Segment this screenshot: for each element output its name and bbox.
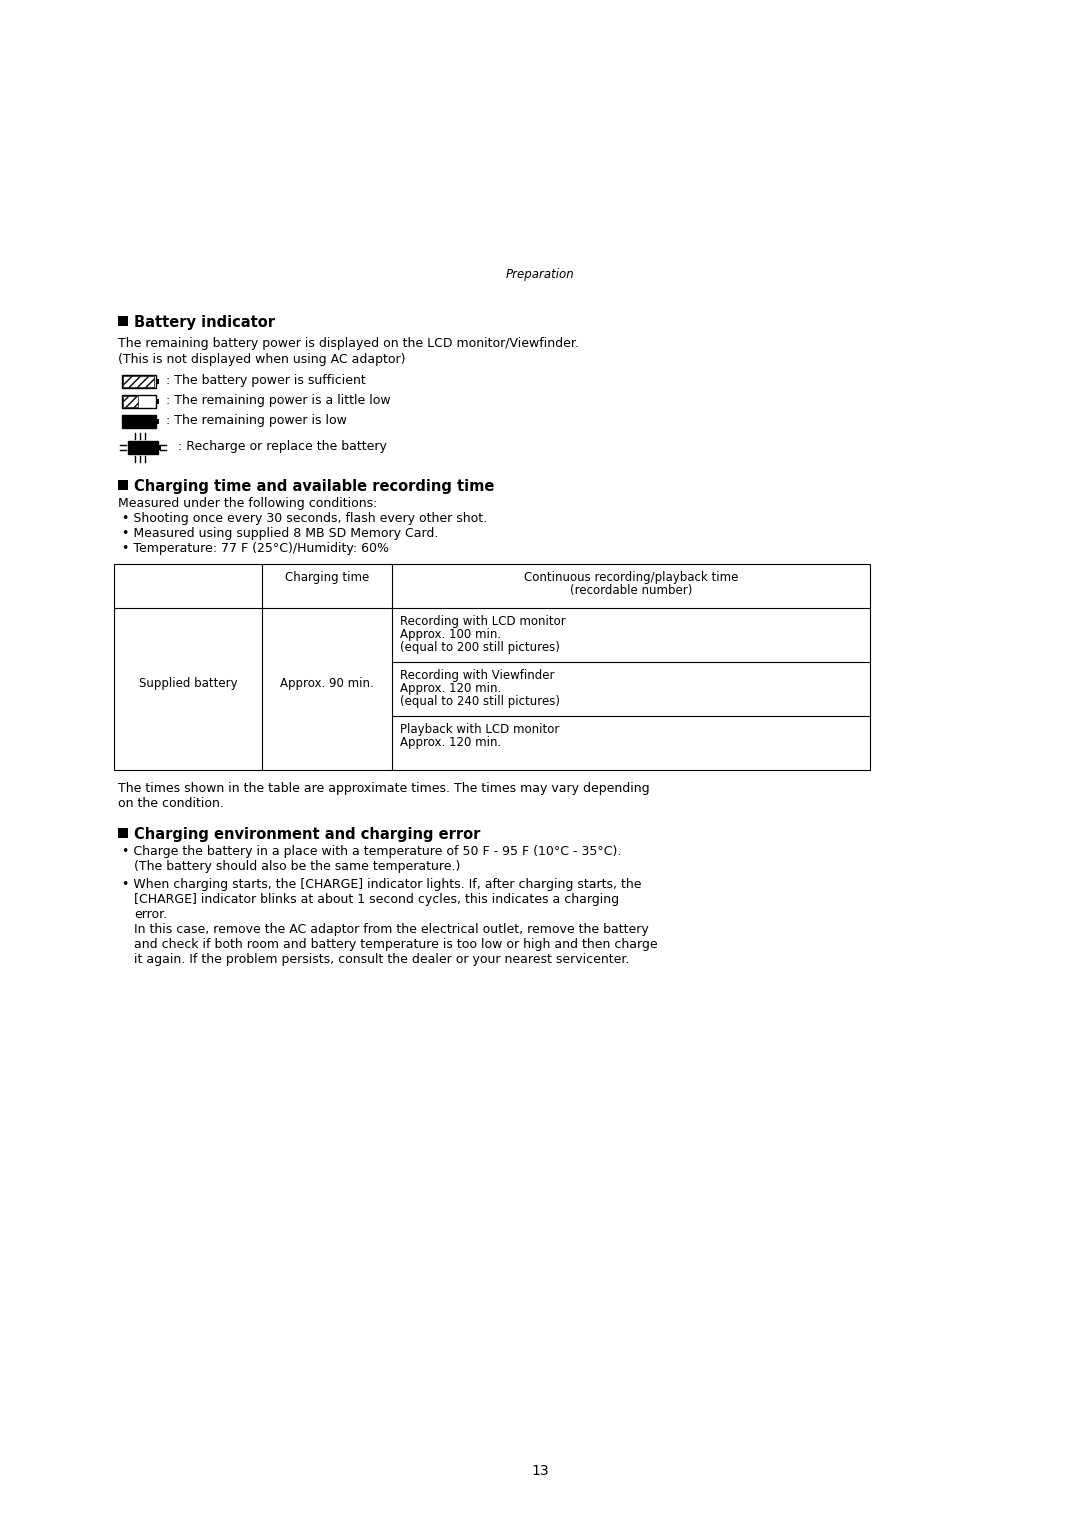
Text: Approx. 120 min.: Approx. 120 min. bbox=[400, 682, 501, 694]
Text: (This is not displayed when using AC adaptor): (This is not displayed when using AC ada… bbox=[118, 353, 405, 366]
Text: • Temperature: 77 F (25°C)/Humidity: 60%: • Temperature: 77 F (25°C)/Humidity: 60% bbox=[122, 542, 389, 555]
Text: Approx. 100 min.: Approx. 100 min. bbox=[400, 629, 501, 641]
Text: Measured under the following conditions:: Measured under the following conditions: bbox=[118, 497, 377, 510]
Bar bbox=[129, 441, 158, 455]
Bar bbox=[156, 378, 159, 385]
Text: : The remaining power is low: : The remaining power is low bbox=[166, 414, 347, 427]
Bar bbox=[118, 829, 129, 838]
Bar bbox=[123, 397, 138, 407]
Text: (The battery should also be the same temperature.): (The battery should also be the same tem… bbox=[134, 861, 460, 873]
Text: (equal to 240 still pictures): (equal to 240 still pictures) bbox=[400, 694, 561, 708]
Text: (recordable number): (recordable number) bbox=[570, 584, 692, 597]
Text: error.: error. bbox=[134, 908, 167, 922]
Text: • When charging starts, the [CHARGE] indicator lights. If, after charging starts: • When charging starts, the [CHARGE] ind… bbox=[122, 877, 642, 891]
Text: • Charge the battery in a place with a temperature of 50 F - 95 F (10°C - 35°C).: • Charge the battery in a place with a t… bbox=[122, 845, 621, 858]
Text: and check if both room and battery temperature is too low or high and then charg: and check if both room and battery tempe… bbox=[134, 938, 658, 951]
Text: Approx. 90 min.: Approx. 90 min. bbox=[280, 678, 374, 690]
Text: (equal to 200 still pictures): (equal to 200 still pictures) bbox=[400, 641, 559, 655]
Text: In this case, remove the AC adaptor from the electrical outlet, remove the batte: In this case, remove the AC adaptor from… bbox=[134, 923, 649, 935]
Bar bbox=[158, 446, 161, 450]
Text: • Shooting once every 30 seconds, flash every other shot.: • Shooting once every 30 seconds, flash … bbox=[122, 513, 487, 525]
Text: Supplied battery: Supplied battery bbox=[138, 678, 238, 690]
Text: : The remaining power is a little low: : The remaining power is a little low bbox=[166, 394, 391, 407]
Bar bbox=[122, 395, 156, 407]
Text: Continuous recording/playback time: Continuous recording/playback time bbox=[524, 571, 739, 584]
Bar bbox=[114, 565, 870, 771]
Text: Recording with Viewfinder: Recording with Viewfinder bbox=[400, 668, 554, 682]
Text: [CHARGE] indicator blinks at about 1 second cycles, this indicates a charging: [CHARGE] indicator blinks at about 1 sec… bbox=[134, 893, 619, 906]
Text: on the condition.: on the condition. bbox=[118, 797, 224, 810]
Bar bbox=[156, 398, 159, 404]
Bar bbox=[156, 420, 159, 424]
Text: Charging time: Charging time bbox=[285, 571, 369, 584]
Bar bbox=[118, 316, 129, 327]
Text: The remaining battery power is displayed on the LCD monitor/Viewfinder.: The remaining battery power is displayed… bbox=[118, 337, 579, 349]
Bar bbox=[118, 481, 129, 490]
Text: Recording with LCD monitor: Recording with LCD monitor bbox=[400, 615, 566, 629]
Text: Preparation: Preparation bbox=[505, 269, 575, 281]
Text: Charging environment and charging error: Charging environment and charging error bbox=[134, 827, 481, 842]
Bar bbox=[122, 375, 156, 388]
Text: : Recharge or replace the battery: : Recharge or replace the battery bbox=[178, 439, 387, 453]
Text: Charging time and available recording time: Charging time and available recording ti… bbox=[134, 479, 495, 494]
Bar bbox=[122, 415, 156, 427]
Text: it again. If the problem persists, consult the dealer or your nearest servicente: it again. If the problem persists, consu… bbox=[134, 954, 630, 966]
Text: Battery indicator: Battery indicator bbox=[134, 314, 275, 330]
Text: : The battery power is sufficient: : The battery power is sufficient bbox=[166, 374, 366, 388]
Text: The times shown in the table are approximate times. The times may vary depending: The times shown in the table are approxi… bbox=[118, 781, 650, 795]
Bar bbox=[123, 375, 154, 388]
Text: • Measured using supplied 8 MB SD Memory Card.: • Measured using supplied 8 MB SD Memory… bbox=[122, 526, 438, 540]
Text: Playback with LCD monitor: Playback with LCD monitor bbox=[400, 723, 559, 736]
Text: 13: 13 bbox=[531, 1463, 549, 1479]
Bar bbox=[123, 417, 132, 427]
Text: Approx. 120 min.: Approx. 120 min. bbox=[400, 736, 501, 749]
